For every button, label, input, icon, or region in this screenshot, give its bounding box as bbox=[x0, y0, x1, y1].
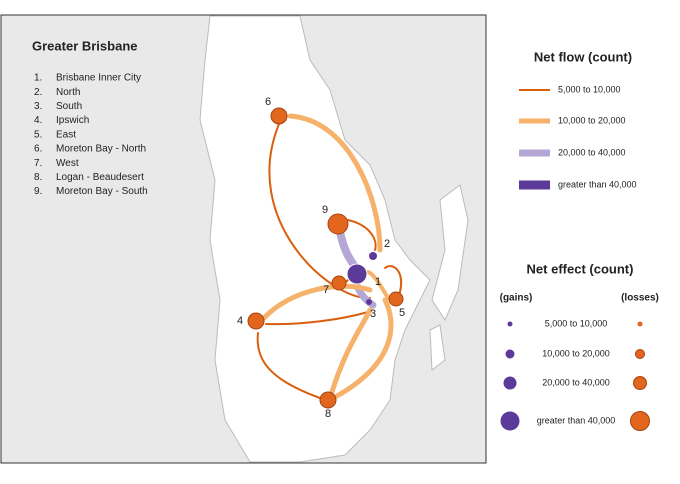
gain-key bbox=[505, 349, 515, 359]
node-circle bbox=[331, 275, 347, 291]
region-name: Moreton Bay - North bbox=[56, 144, 146, 155]
flow bbox=[265, 311, 369, 326]
region-number: 3. bbox=[34, 101, 42, 112]
effect-key-label: 10,000 to 20,000 bbox=[542, 348, 610, 358]
region-number: 1. bbox=[34, 73, 42, 84]
region-number: 2. bbox=[34, 87, 42, 98]
effect-legend: (gains) (losses) 5,000 to 10,000 10,000 … bbox=[500, 293, 659, 431]
gains-label: (gains) bbox=[500, 293, 533, 304]
node-label: 2 bbox=[384, 238, 390, 250]
node-circle bbox=[388, 291, 404, 307]
flow-key-label: 5,000 to 10,000 bbox=[558, 84, 621, 94]
region-number: 9. bbox=[34, 186, 42, 197]
flow bbox=[384, 265, 403, 293]
flow bbox=[334, 297, 394, 399]
node-circle bbox=[247, 312, 265, 330]
node-circle bbox=[270, 107, 288, 125]
node-label: 9 bbox=[322, 204, 328, 216]
node-label: 1 bbox=[375, 276, 381, 288]
node-label: 5 bbox=[399, 307, 405, 319]
node-circle bbox=[369, 252, 377, 260]
map-title: Greater Brisbane bbox=[32, 38, 138, 53]
flow-key-label: 10,000 to 20,000 bbox=[558, 115, 626, 125]
region-number: 6. bbox=[34, 144, 42, 155]
flow-key-label: 20,000 to 40,000 bbox=[558, 147, 626, 157]
loss-key bbox=[633, 376, 647, 390]
flows bbox=[256, 113, 403, 399]
flow bbox=[268, 123, 371, 300]
island bbox=[429, 324, 446, 371]
island bbox=[431, 184, 469, 322]
effect-legend-title: Net effect (count) bbox=[527, 261, 634, 276]
region-number: 8. bbox=[34, 172, 42, 183]
flow bbox=[347, 219, 377, 251]
region-name: Brisbane Inner City bbox=[56, 73, 141, 84]
flow-legend: 5,000 to 10,000 10,000 to 20,000 20,000 … bbox=[519, 84, 637, 190]
land bbox=[199, 15, 431, 463]
region-name: East bbox=[56, 129, 76, 140]
node-label: 6 bbox=[265, 96, 271, 108]
flow bbox=[261, 283, 373, 321]
effect-key-label: greater than 40,000 bbox=[537, 415, 616, 425]
gain-key bbox=[507, 321, 513, 327]
losses-label: (losses) bbox=[621, 293, 659, 304]
gain-key bbox=[500, 411, 520, 431]
flow bbox=[329, 307, 373, 395]
node-circle bbox=[366, 299, 372, 305]
region-name: Moreton Bay - South bbox=[56, 186, 148, 197]
flow bbox=[256, 332, 321, 399]
node-labels: 1 2 3 4 5 6 7 8 9 bbox=[237, 96, 405, 420]
region-name: Logan - Beaudesert bbox=[56, 172, 144, 183]
loss-key bbox=[630, 411, 650, 431]
node-circle bbox=[327, 213, 349, 235]
node-circle bbox=[346, 263, 368, 285]
region-name: North bbox=[56, 87, 80, 98]
node-circle bbox=[319, 391, 337, 409]
flow-key-label: greater than 40,000 bbox=[558, 179, 637, 189]
effect-key-label: 20,000 to 40,000 bbox=[542, 377, 610, 387]
region-list: 1. Brisbane Inner City 2. North 3. South 4. Ips… bbox=[34, 73, 148, 198]
region-number: 7. bbox=[34, 158, 42, 169]
region-name: Ipswich bbox=[56, 115, 89, 126]
node-label: 7 bbox=[323, 284, 329, 296]
gain-key bbox=[503, 376, 517, 390]
effect-key-label: 5,000 to 10,000 bbox=[545, 318, 608, 328]
node-label: 4 bbox=[237, 315, 243, 327]
region-name: West bbox=[56, 158, 79, 169]
flow bbox=[366, 270, 390, 300]
loss-key bbox=[635, 349, 645, 359]
nodes bbox=[247, 107, 404, 409]
flow-legend-title: Net flow (count) bbox=[534, 49, 632, 64]
node-label: 3 bbox=[370, 308, 376, 320]
region-number: 4. bbox=[34, 115, 42, 126]
flow bbox=[287, 113, 383, 253]
region-name: South bbox=[56, 101, 82, 112]
node-label: 8 bbox=[325, 408, 331, 420]
loss-key bbox=[637, 321, 643, 327]
region-number: 5. bbox=[34, 129, 42, 140]
